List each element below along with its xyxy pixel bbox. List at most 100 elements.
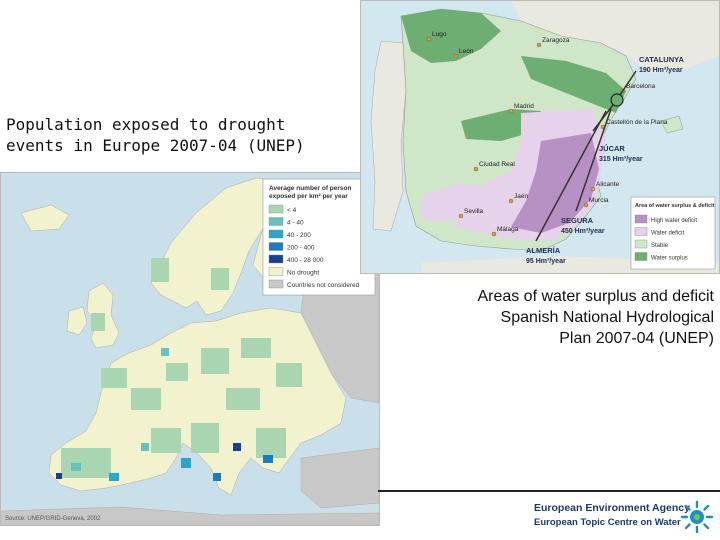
exposure-patch xyxy=(151,258,169,282)
france-land xyxy=(511,1,719,73)
baleares-land xyxy=(660,115,684,134)
exposure-patch xyxy=(91,313,105,331)
exposure-patch xyxy=(71,463,81,471)
legend-label: 40 - 200 xyxy=(287,232,311,239)
transfer-arrows xyxy=(535,70,637,242)
exposure-patch xyxy=(61,448,111,478)
caption-line: Areas of water surplus and deficit xyxy=(477,288,714,305)
north-surplus-area xyxy=(401,9,501,63)
exposure-patch xyxy=(109,473,119,481)
city-marker xyxy=(508,108,514,114)
drought-exposure-patches xyxy=(56,243,302,481)
transfer-volume: 450 Hm³/year xyxy=(561,228,605,235)
caption-line: Spanish National Hydrological xyxy=(500,309,714,326)
transfer-label: SEGURA xyxy=(561,216,594,225)
city-label: Lugo xyxy=(432,31,447,38)
city-label: Murcia xyxy=(589,197,609,204)
transfer-arrow-jucar xyxy=(592,100,617,132)
eea-emblem-icon xyxy=(680,500,714,534)
legend-label: Countries not considered xyxy=(287,282,360,289)
exposure-patch xyxy=(276,363,302,387)
legend-swatch xyxy=(634,214,648,224)
city-label: León xyxy=(459,48,474,55)
transfer-volume: 190 Hm³/year xyxy=(639,67,683,74)
legend-swatch xyxy=(634,239,648,249)
north-africa-land xyxy=(1,506,379,525)
exposure-patch xyxy=(263,455,273,463)
city-label: Castellón de la Plana xyxy=(606,119,668,126)
transfer-label: CATALUNYA xyxy=(639,55,684,64)
transfer-arrow-segura xyxy=(575,108,612,212)
transfer-volume: 315 Hm³/year xyxy=(599,156,643,163)
exposure-patch xyxy=(226,388,260,410)
legend-swatch xyxy=(634,227,648,236)
org-name: European Environment Agency xyxy=(534,502,690,514)
legend-swatch xyxy=(268,267,284,276)
city-marker xyxy=(508,198,514,204)
caption-line: events in Europe 2007-04 (UNEP) xyxy=(6,136,305,155)
city-marker xyxy=(426,36,432,42)
exposure-patch xyxy=(201,348,229,374)
legend-swatch xyxy=(268,229,284,239)
legend-label: Stable xyxy=(651,243,669,249)
city-marker xyxy=(473,166,479,172)
transfer-label: JÚCAR xyxy=(599,144,625,153)
exposure-patch xyxy=(101,368,127,388)
spain-map-legend: Area of water surplus & deficit High wat… xyxy=(630,196,716,270)
spain-water-balance-map: Lugo León Zaragoza Barcelona Madrid Castellón… xyxy=(360,0,720,274)
legend-label: < 4 xyxy=(287,207,297,214)
guadalquivir-deficit-area xyxy=(421,183,501,221)
exposure-patch xyxy=(131,388,161,410)
city-marker xyxy=(583,202,589,208)
exposure-patch xyxy=(56,473,62,479)
exposure-patch xyxy=(141,443,149,451)
europe-map-svg: Average number of person exposed per km²… xyxy=(1,177,379,525)
legend-title: Average number of person xyxy=(269,185,352,192)
legend-label: Water surplus xyxy=(651,256,688,262)
city-marker xyxy=(491,231,497,237)
org-subtitle: European Topic Centre on Water xyxy=(534,517,681,528)
city-label: Málaga xyxy=(497,226,519,233)
legend-label: 4 - 40 xyxy=(287,220,304,227)
exposure-patch xyxy=(161,348,169,356)
caption-line: Population exposed to drought xyxy=(6,115,286,134)
ireland-land xyxy=(66,306,88,336)
city-marker xyxy=(453,53,459,59)
exposure-patch xyxy=(256,428,286,458)
exposure-patch xyxy=(233,443,241,451)
exposure-patch xyxy=(181,458,191,468)
legend-label: Water deficit xyxy=(651,231,684,237)
europe-drought-map: Average number of person exposed per km²… xyxy=(0,172,380,526)
legend-label: High water deficit xyxy=(651,218,697,224)
caption-line: Plan 2007-04 (UNEP) xyxy=(559,330,714,347)
city-label: Ciudad Real xyxy=(479,161,515,168)
legend-swatch xyxy=(268,217,284,226)
exposure-patch xyxy=(151,428,181,453)
portugal-land xyxy=(370,40,407,232)
city-label: Madrid xyxy=(514,103,534,110)
map-source: Source: UNEP/GRID-Geneva, 2002 xyxy=(5,516,101,522)
exposure-patch xyxy=(213,473,221,481)
transfer-volume: 95 Hm³/year xyxy=(526,258,566,265)
legend-label: 200 - 400 xyxy=(287,245,315,252)
ebro-delta-marker xyxy=(610,93,624,107)
europe-map-caption: Population exposed to drought events in … xyxy=(6,114,336,156)
legend-swatch xyxy=(268,279,284,289)
legend-swatch xyxy=(268,242,284,251)
city-label: Sevilla xyxy=(464,208,484,215)
city-marker xyxy=(590,186,596,192)
city-label: Jaén xyxy=(514,193,528,200)
exposure-patch xyxy=(241,338,271,358)
legend-label: 400 - 28 000 xyxy=(287,257,324,264)
iceland-land xyxy=(20,204,70,232)
europe-map-legend: Average number of person exposed per km²… xyxy=(262,178,376,296)
city-label: Alicante xyxy=(596,181,620,188)
city-marker xyxy=(536,42,542,48)
exposure-patch xyxy=(191,423,219,453)
eea-logo: European Environment Agency European Top… xyxy=(534,500,714,534)
legend-title: exposed per km² per year xyxy=(269,193,348,200)
footer-divider xyxy=(378,490,720,492)
transfer-label: ALMERÍA xyxy=(526,246,561,255)
city-label: Zaragoza xyxy=(542,37,570,44)
legend-swatch xyxy=(268,254,284,264)
